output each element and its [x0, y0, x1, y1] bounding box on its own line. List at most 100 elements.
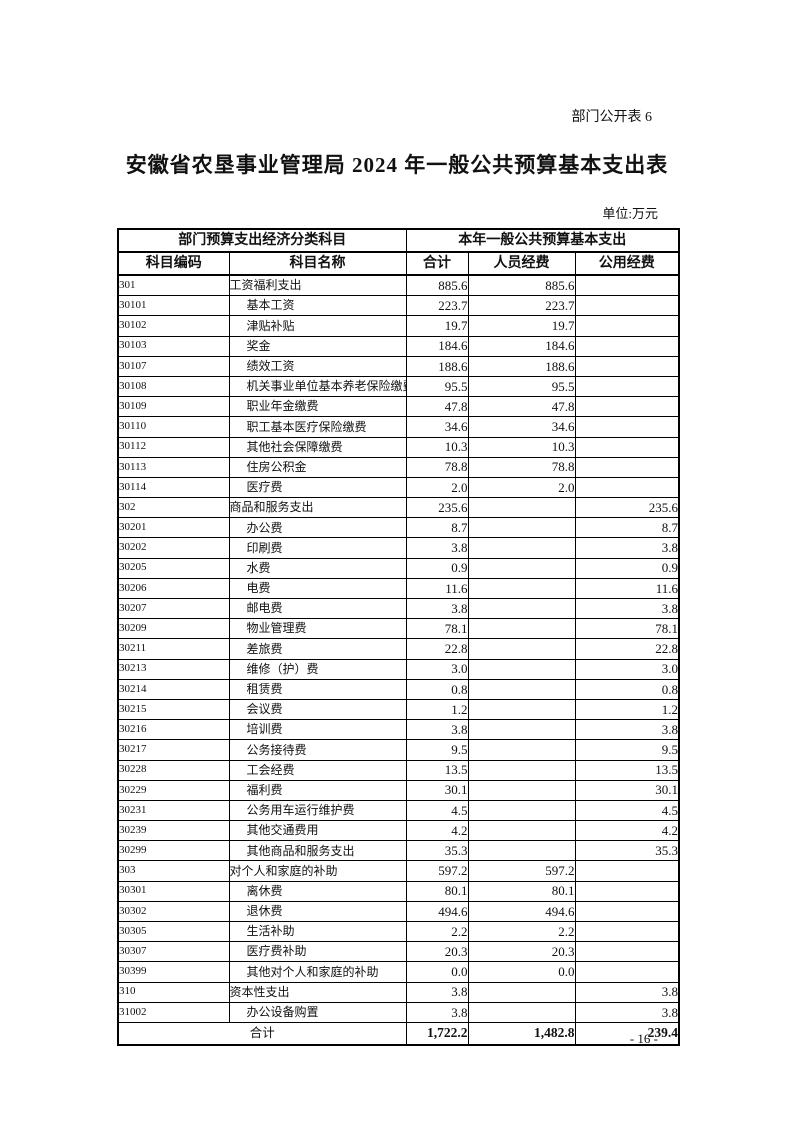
column-header-total: 合计 — [405, 251, 469, 276]
table-row: 30110 职工基本医疗保险缴费 34.6 34.6 — [117, 416, 680, 438]
personnel-value-cell — [467, 981, 576, 1003]
personnel-value-cell: 223.7 — [467, 295, 576, 317]
table-row: 30207 邮电费 3.8 3.8 — [117, 597, 680, 620]
subject-code-cell: 30216 — [117, 719, 230, 741]
public-value-cell: 3.8 — [574, 1001, 680, 1023]
personnel-value-cell — [467, 658, 576, 680]
personnel-value-cell — [467, 719, 576, 741]
table-row: 310 资本性支出 3.8 3.8 — [117, 981, 680, 1003]
column-header-subject-code: 科目编码 — [117, 251, 230, 276]
subject-code-cell: 30114 — [117, 476, 230, 499]
personnel-value-cell: 188.6 — [467, 355, 576, 377]
personnel-value-cell — [467, 1001, 576, 1023]
public-value-cell — [574, 396, 680, 418]
total-value-cell: 13.5 — [405, 759, 469, 781]
total-value-cell: 3.0 — [405, 658, 469, 680]
public-value-cell — [574, 880, 680, 902]
table-row: 30307 医疗费补助 20.3 20.3 — [117, 941, 680, 963]
subject-name-cell: 其他商品和服务支出 — [228, 840, 407, 862]
public-value-cell: 11.6 — [574, 577, 680, 600]
total-value-cell: 235.6 — [405, 497, 469, 519]
personnel-value-cell: 78.8 — [467, 456, 576, 478]
subject-name-cell: 对个人和家庭的补助 — [228, 860, 407, 882]
subject-code-cell: 30102 — [117, 315, 230, 337]
total-value-cell: 47.8 — [405, 396, 469, 418]
subject-code-cell: 30239 — [117, 820, 230, 842]
subject-code-cell: 30231 — [117, 799, 230, 822]
public-value-cell — [574, 456, 680, 478]
subject-name-cell: 医疗费补助 — [228, 941, 407, 963]
subject-code-cell: 30206 — [117, 577, 230, 600]
personnel-value-cell — [467, 820, 576, 842]
subject-name-cell: 基本工资 — [228, 295, 407, 317]
personnel-value-cell — [467, 739, 576, 761]
public-value-cell — [574, 416, 680, 438]
public-value-cell: 235.6 — [574, 497, 680, 519]
personnel-value-cell — [467, 577, 576, 600]
public-value-cell — [574, 961, 680, 983]
personnel-value-cell: 597.2 — [467, 860, 576, 882]
subject-code-cell: 303 — [117, 860, 230, 882]
subject-name-cell: 资本性支出 — [228, 981, 407, 1003]
subject-code-cell: 30399 — [117, 961, 230, 983]
table-row: 30305 生活补助 2.2 2.2 — [117, 920, 680, 943]
personnel-value-cell: 494.6 — [467, 900, 576, 923]
subject-code-cell: 30213 — [117, 658, 230, 680]
subject-code-cell: 30112 — [117, 436, 230, 458]
column-header-subject-name: 科目名称 — [228, 251, 407, 276]
table-row: 30301 离休费 80.1 80.1 — [117, 880, 680, 902]
personnel-value-cell — [467, 537, 576, 559]
public-value-cell: 0.8 — [574, 678, 680, 700]
column-header-public: 公用经费 — [574, 251, 680, 276]
page-number: - 16 - — [629, 1031, 658, 1046]
total-value-cell: 4.2 — [405, 820, 469, 842]
total-value-cell: 3.8 — [405, 719, 469, 741]
subject-name-cell: 机关事业单位基本养老保险缴费 — [228, 375, 407, 398]
subject-code-cell: 30217 — [117, 739, 230, 761]
total-row-personnel-value: 1,482.8 — [467, 1021, 576, 1046]
table-row: 30114 医疗费 2.0 2.0 — [117, 476, 680, 499]
public-value-cell: 35.3 — [574, 840, 680, 862]
subject-code-cell: 30302 — [117, 900, 230, 923]
subject-code-cell: 30202 — [117, 537, 230, 559]
total-value-cell: 2.2 — [405, 920, 469, 943]
personnel-value-cell: 95.5 — [467, 375, 576, 398]
header-group-right: 本年一般公共预算基本支出 — [405, 228, 680, 253]
subject-name-cell: 商品和服务支出 — [228, 497, 407, 519]
total-value-cell: 3.8 — [405, 537, 469, 559]
total-value-cell: 8.7 — [405, 517, 469, 539]
table-row: 31002 办公设备购置 3.8 3.8 — [117, 1001, 680, 1023]
subject-name-cell: 福利费 — [228, 779, 407, 801]
personnel-value-cell — [467, 698, 576, 721]
total-value-cell: 184.6 — [405, 335, 469, 357]
subject-name-cell: 生活补助 — [228, 920, 407, 943]
table-row: 30112 其他社会保障缴费 10.3 10.3 — [117, 436, 680, 458]
total-value-cell: 3.8 — [405, 1001, 469, 1023]
public-value-cell — [574, 436, 680, 458]
subject-name-cell: 印刷费 — [228, 537, 407, 559]
table-body: 301 工资福利支出 885.6 885.6 30101 基本工资 223.7 … — [117, 274, 680, 1023]
table-row: 30102 津贴补贴 19.7 19.7 — [117, 315, 680, 337]
total-value-cell: 597.2 — [405, 860, 469, 882]
subject-name-cell: 其他社会保障缴费 — [228, 436, 407, 458]
subject-code-cell: 30201 — [117, 517, 230, 539]
subject-name-cell: 其他交通费用 — [228, 820, 407, 842]
subject-code-cell: 302 — [117, 497, 230, 519]
public-value-cell: 4.2 — [574, 820, 680, 842]
personnel-value-cell: 34.6 — [467, 416, 576, 438]
subject-code-cell: 30211 — [117, 638, 230, 660]
table-row: 30299 其他商品和服务支出 35.3 35.3 — [117, 840, 680, 862]
doc-label: 部门公开表 6 — [571, 110, 653, 125]
subject-name-cell: 住房公积金 — [228, 456, 407, 478]
unit-label: 单位:万元 — [602, 206, 658, 221]
subject-name-cell: 工会经费 — [228, 759, 407, 781]
public-value-cell: 13.5 — [574, 759, 680, 781]
table-row: 30229 福利费 30.1 30.1 — [117, 779, 680, 801]
total-value-cell: 1.2 — [405, 698, 469, 721]
table-row: 30113 住房公积金 78.8 78.8 — [117, 456, 680, 478]
subject-name-cell: 津贴补贴 — [228, 315, 407, 337]
public-value-cell — [574, 315, 680, 337]
total-value-cell: 78.1 — [405, 618, 469, 640]
total-value-cell: 2.0 — [405, 476, 469, 499]
total-value-cell: 22.8 — [405, 638, 469, 660]
